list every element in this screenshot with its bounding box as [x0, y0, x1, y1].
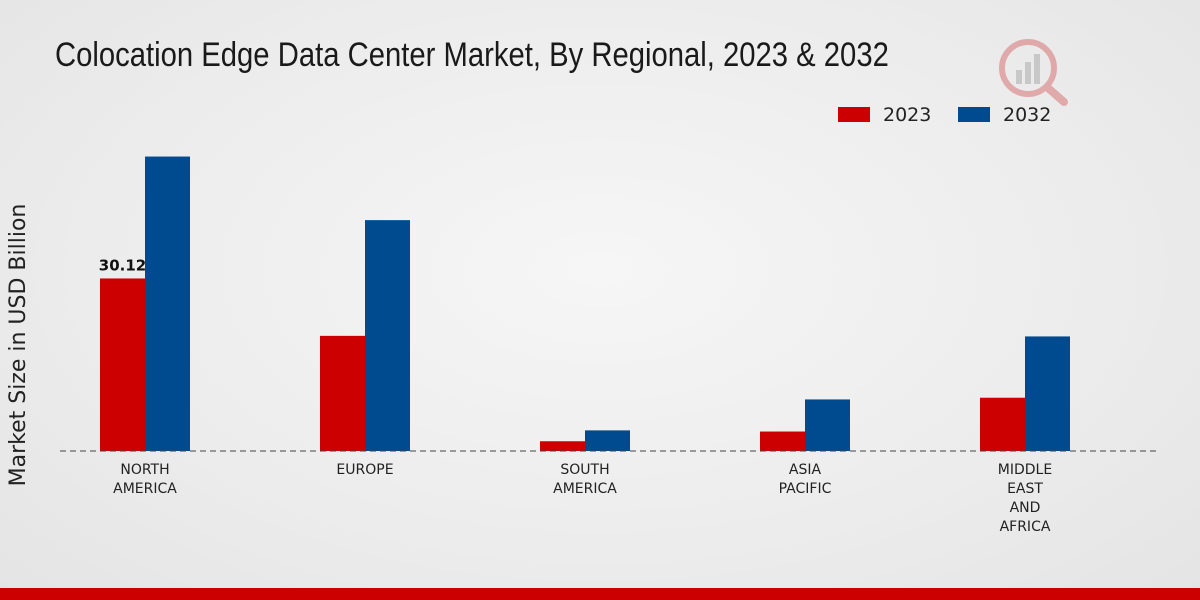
- bar-2032-1: [365, 220, 410, 451]
- bar-2023-1: [320, 335, 365, 451]
- x-tick-label-2: SOUTH AMERICA: [553, 462, 617, 497]
- bar-2032-4: [1025, 336, 1070, 451]
- bar-2032-0: [145, 156, 190, 451]
- bar-2032-3: [805, 399, 850, 451]
- legend-swatch-2023: [838, 107, 870, 122]
- watermark-logo-icon: [999, 39, 1068, 106]
- bar-2023-3: [760, 431, 805, 451]
- data-label-0: 30.12: [99, 256, 146, 274]
- legend-swatch-2032: [958, 107, 990, 122]
- x-tick-label-0: NORTH AMERICA: [113, 462, 177, 497]
- legend-label-2032: 2032: [1003, 104, 1051, 126]
- bar-2023-4: [980, 397, 1025, 451]
- chart-title: Colocation Edge Data Center Market, By R…: [55, 36, 889, 74]
- bar-2023-2: [540, 441, 585, 451]
- bottom-accent-bar: [0, 588, 1200, 600]
- bar-2032-2: [585, 430, 630, 451]
- x-tick-label-1: EUROPE: [336, 462, 393, 478]
- x-tick-label-4: MIDDLE EAST AND AFRICA: [998, 462, 1052, 535]
- x-tick-label-3: ASIA PACIFIC: [779, 462, 832, 497]
- legend-label-2023: 2023: [883, 104, 931, 126]
- bar-2023-0: [100, 278, 145, 451]
- y-axis-label: Market Size in USD Billion: [6, 204, 31, 487]
